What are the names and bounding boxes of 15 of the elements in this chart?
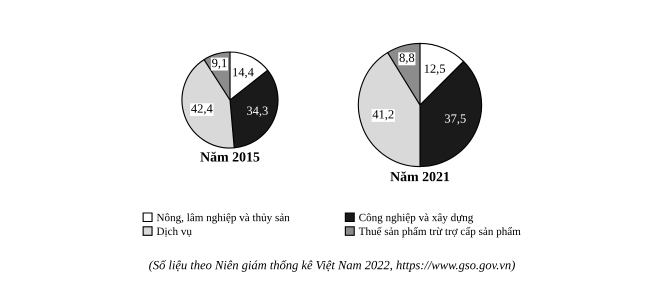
data-label: 14,4 xyxy=(233,68,254,78)
legend-label: Công nghiệp và xây dựng xyxy=(359,213,474,224)
text: Năm 2021 xyxy=(390,171,450,182)
text: (Số liệu theo Niên giám thống kê Việt Nam 2022, https://www.gso.gov.vn) xyxy=(149,260,515,272)
legend-label: Thuế sản phẩm trừ trợ cấp sản phẩm xyxy=(358,226,521,238)
data-label: 12,5 xyxy=(424,64,446,75)
data-label: 41,2 xyxy=(372,110,394,120)
text: Năm 2015 xyxy=(200,152,260,162)
data-label: 8,8 xyxy=(400,53,414,64)
data-label: 42,4 xyxy=(191,104,213,115)
data-label: 9,1 xyxy=(212,58,227,69)
legend-label: Dịch vụ xyxy=(156,227,192,237)
data-label: 37,5 xyxy=(444,114,466,125)
data-label: 34,3 xyxy=(246,106,268,117)
legend-label: Nông, lâm nghiệp và thủy sản xyxy=(156,213,290,224)
